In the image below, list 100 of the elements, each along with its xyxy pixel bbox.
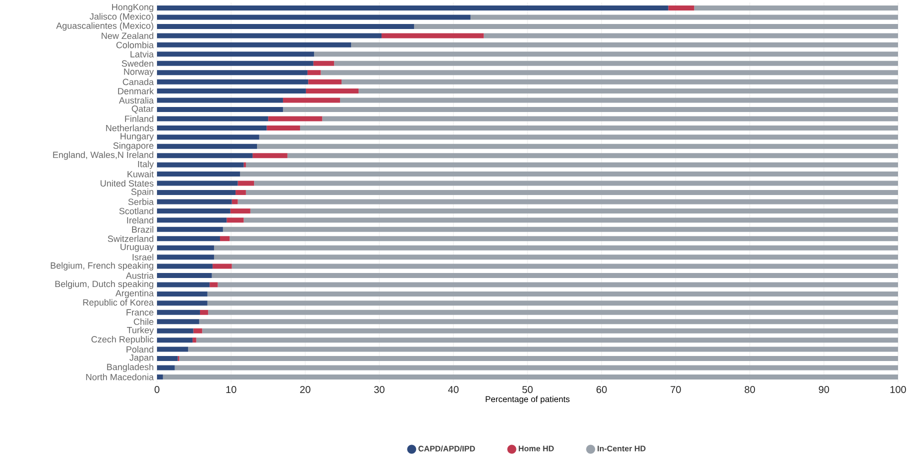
x-tick-label: 0 xyxy=(154,386,160,394)
bar xyxy=(306,88,359,94)
bar xyxy=(314,52,898,57)
bar xyxy=(157,300,208,306)
bar xyxy=(157,42,352,48)
bar xyxy=(157,190,236,195)
y-tick-label: Ireland xyxy=(127,216,154,224)
y-tick-label: Czech Republic xyxy=(91,336,154,344)
bar xyxy=(157,338,193,343)
bar xyxy=(300,125,898,130)
y-tick-label: Poland xyxy=(126,346,154,353)
y-tick-label: Colombia xyxy=(116,42,154,48)
bar xyxy=(250,208,898,214)
bar xyxy=(358,88,898,94)
bar xyxy=(668,6,694,11)
y-tick-label: Hungary xyxy=(120,133,154,142)
bar xyxy=(308,79,342,84)
bar xyxy=(268,116,322,122)
bar xyxy=(238,199,898,204)
y-tick-label: Spain xyxy=(131,188,154,197)
y-tick-label: Chile xyxy=(134,318,154,325)
bar xyxy=(157,328,194,334)
y-tick-label: North Macedonia xyxy=(86,374,154,380)
bar xyxy=(157,291,208,296)
x-tick-label: 70 xyxy=(670,386,681,394)
bar xyxy=(334,60,898,66)
y-tick-label: Bangladesh xyxy=(107,364,154,372)
bar xyxy=(199,319,898,324)
bar xyxy=(282,106,898,112)
bar xyxy=(207,300,898,306)
bar xyxy=(208,310,898,315)
bar xyxy=(244,218,898,223)
x-tick-label: 100 xyxy=(890,386,906,394)
y-tick-label: Jalisco (Mexico) xyxy=(90,13,154,22)
y-tick-label: Turkey xyxy=(126,326,154,336)
y-tick-label: HongKong xyxy=(112,4,154,12)
bar xyxy=(157,125,267,130)
bar xyxy=(218,282,898,288)
bar xyxy=(157,79,308,84)
bar xyxy=(694,6,898,11)
bar xyxy=(226,218,244,223)
bar xyxy=(157,226,223,232)
bar xyxy=(157,134,260,140)
bar xyxy=(157,144,258,149)
bar xyxy=(257,144,898,149)
bar xyxy=(157,24,414,29)
bar xyxy=(214,254,898,260)
bar xyxy=(188,346,898,352)
bar xyxy=(157,162,244,168)
bar xyxy=(179,356,898,362)
bar xyxy=(157,356,178,362)
y-tick-label: Argentina xyxy=(115,290,154,298)
y-tick-label: France xyxy=(126,309,154,316)
bar xyxy=(157,33,382,38)
bar xyxy=(220,236,230,242)
bar xyxy=(196,338,898,343)
bar xyxy=(157,106,283,112)
bar xyxy=(157,180,238,186)
bar xyxy=(157,319,200,324)
bar xyxy=(193,328,202,334)
bar xyxy=(238,180,254,186)
bar xyxy=(157,14,470,20)
bar xyxy=(157,245,214,250)
x-axis-title: Percentage of patients xyxy=(486,396,570,404)
bar xyxy=(157,208,230,214)
x-tick-label: 10 xyxy=(226,386,236,394)
y-tick-label: Japan xyxy=(130,354,154,363)
y-tick-label: Switzerland xyxy=(108,235,154,242)
bar xyxy=(470,14,898,20)
bar xyxy=(240,172,898,177)
bar xyxy=(157,374,163,380)
y-tick-label: Finland xyxy=(125,115,154,122)
bar xyxy=(246,190,898,195)
y-tick-label: United States xyxy=(100,180,154,187)
bar xyxy=(157,254,214,260)
bar xyxy=(200,310,208,315)
y-tick-label: New Zealand xyxy=(102,32,154,39)
bar xyxy=(157,153,253,158)
bar xyxy=(246,162,898,168)
x-tick-label: 90 xyxy=(818,386,830,394)
bar xyxy=(157,60,314,66)
x-tick-label: 50 xyxy=(522,386,533,394)
y-tick-label: Aguascalientes (Mexico) xyxy=(56,22,154,31)
bar xyxy=(202,328,898,334)
bar xyxy=(157,365,175,370)
y-tick-label: Canada xyxy=(122,78,154,86)
bar xyxy=(382,33,484,38)
bar xyxy=(252,153,288,158)
bar xyxy=(157,6,668,11)
bar xyxy=(157,88,306,94)
y-tick-label: Italy xyxy=(138,160,154,170)
bar xyxy=(157,310,200,315)
bar xyxy=(232,264,898,269)
y-tick-label: Norway xyxy=(124,68,154,77)
y-tick-label: Belgium, French speaking xyxy=(50,262,154,270)
bar xyxy=(157,172,240,177)
bar xyxy=(192,338,196,343)
bar xyxy=(320,70,898,76)
x-tick-label: 30 xyxy=(374,386,384,394)
bar xyxy=(342,79,898,84)
